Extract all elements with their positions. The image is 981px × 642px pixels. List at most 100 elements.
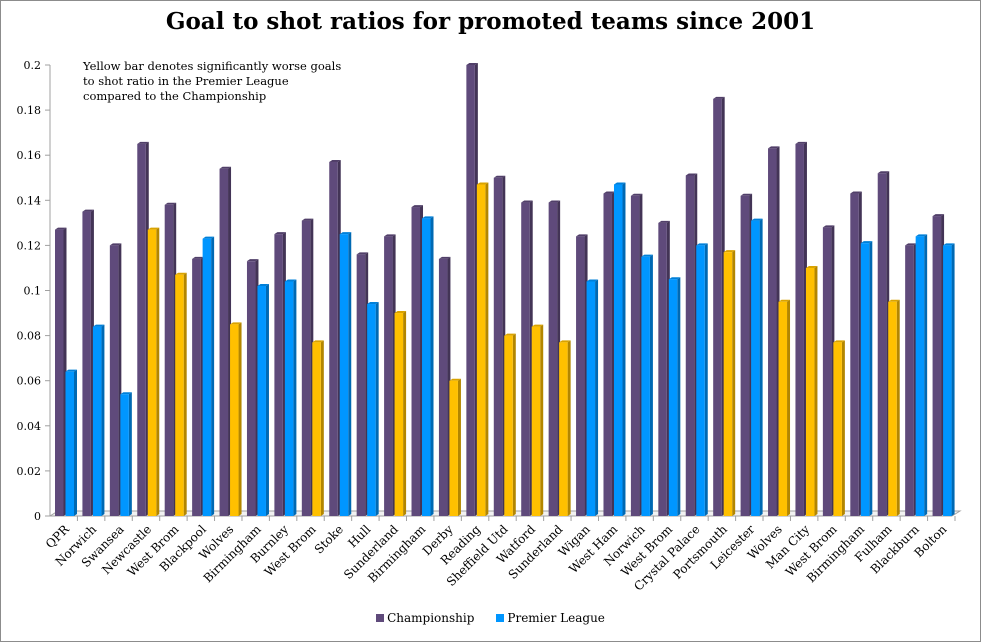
- x-tick-label: Stoke: [312, 522, 346, 556]
- bar-premier-league-worse-side: [183, 272, 187, 516]
- bar-championship-top: [109, 243, 122, 246]
- bar-premier-league: [641, 256, 650, 516]
- bar-championship: [356, 254, 366, 517]
- bar-premier-league-side: [265, 283, 269, 516]
- bar-championship: [932, 216, 942, 516]
- bar-premier-league-worse-top: [531, 324, 544, 327]
- bar-premier-league-worse-top: [805, 265, 818, 268]
- y-tick-label: 0.14: [17, 194, 42, 207]
- bar-championship-top: [438, 256, 451, 259]
- bar-premier-league-top: [915, 234, 928, 237]
- bar-premier-league: [284, 281, 294, 516]
- bar-premier-league-worse: [778, 301, 788, 516]
- bar-championship-top: [329, 159, 341, 162]
- legend-label-premier-league: Premier League: [507, 611, 605, 625]
- bar-championship-top: [877, 171, 890, 174]
- bar-premier-league-top: [92, 324, 105, 327]
- bar-premier-league-worse-top: [175, 272, 187, 275]
- bar-premier-league-top: [339, 232, 352, 235]
- bar-premier-league: [860, 243, 870, 516]
- bar-championship: [384, 236, 393, 516]
- bar-premier-league-worse: [312, 342, 321, 516]
- bar-championship: [164, 204, 174, 516]
- bar-championship: [521, 202, 530, 516]
- bar-championship-top: [466, 63, 478, 65]
- bar-premier-league-worse: [833, 342, 842, 516]
- bar-premier-league-side: [211, 236, 215, 516]
- bar-premier-league-top: [257, 283, 269, 286]
- bar-championship: [850, 193, 859, 516]
- bar-championship: [877, 173, 887, 517]
- bar-championship: [109, 245, 119, 516]
- bar-premier-league-worse-top: [230, 322, 242, 325]
- bar-premier-league-worse: [476, 184, 486, 516]
- bar-championship-top: [192, 256, 204, 259]
- bar-championship: [192, 258, 201, 516]
- bar-championship-top: [55, 227, 67, 230]
- bar-premier-league: [943, 245, 952, 516]
- bar-premier-league-worse: [449, 380, 458, 516]
- bar-premier-league: [65, 371, 74, 516]
- bar-premier-league-worse-top: [833, 340, 845, 343]
- bar-championship: [658, 222, 667, 516]
- y-tick-label: 0: [34, 510, 41, 523]
- bar-championship: [685, 175, 695, 516]
- bar-championship: [301, 220, 311, 516]
- bar-championship-top: [384, 234, 396, 237]
- bar-championship-top: [521, 200, 533, 203]
- bar-championship-top: [685, 173, 698, 176]
- bar-championship: [795, 143, 804, 517]
- bar-championship: [630, 195, 640, 517]
- legend-label-championship: Championship: [387, 611, 475, 625]
- bar-premier-league-side: [677, 277, 681, 516]
- bar-premier-league-side: [74, 369, 77, 516]
- bar-premier-league: [257, 285, 266, 516]
- bar-premier-league-worse-side: [841, 340, 845, 516]
- bar-premier-league: [202, 238, 212, 516]
- bar-premier-league-worse-top: [476, 182, 489, 185]
- bar-premier-league-worse-top: [504, 333, 516, 336]
- chart-title: Goal to shot ratios for promoted teams s…: [165, 8, 816, 35]
- bar-championship-top: [630, 193, 643, 196]
- bar-premier-league-side: [649, 254, 653, 517]
- bar-championship: [493, 177, 503, 516]
- bar-championship: [576, 236, 585, 516]
- bar-premier-league-worse: [147, 229, 157, 517]
- bar-premier-league-worse: [175, 274, 184, 516]
- bar-premier-league-worse-side: [540, 324, 544, 516]
- bar-championship: [82, 211, 91, 516]
- bar-championship-top: [905, 243, 917, 246]
- bar-premier-league-worse-side: [238, 322, 242, 516]
- legend-item-championship: Championship: [376, 611, 474, 625]
- bar-premier-league-worse: [559, 342, 568, 516]
- bar-premier-league-worse-top: [723, 250, 736, 253]
- bar-championship-top: [493, 175, 506, 178]
- bar-championship-top: [576, 234, 588, 237]
- bar-premier-league-top: [641, 254, 653, 257]
- bar-championship: [713, 98, 722, 516]
- bar-premier-league-worse-side: [787, 299, 791, 516]
- bar-championship-top: [164, 202, 177, 205]
- bar-premier-league: [696, 245, 705, 516]
- bar-premier-league-worse-top: [394, 311, 407, 314]
- bar-championship-top: [411, 205, 424, 208]
- bar-premier-league-worse-side: [403, 311, 407, 516]
- bar-premier-league-worse-side: [485, 182, 489, 516]
- bar-premier-league-worse-side: [814, 265, 818, 516]
- bar-premier-league: [422, 218, 431, 516]
- bar-championship-top: [850, 191, 862, 194]
- bar-championship-top: [713, 96, 725, 99]
- y-tick-label: 0.2: [24, 59, 42, 72]
- bar-premier-league-worse: [394, 313, 404, 516]
- bar-premier-league-worse-side: [512, 333, 516, 516]
- bar-premier-league-side: [128, 392, 132, 516]
- bar-premier-league-worse-side: [567, 340, 571, 516]
- bar-premier-league-side: [951, 243, 955, 516]
- bar-championship-top: [795, 141, 807, 144]
- bar-premier-league-worse: [723, 252, 733, 517]
- bar-premier-league-worse-side: [896, 299, 900, 516]
- bar-premier-league: [92, 326, 102, 516]
- legend: Championship Premier League: [0, 611, 981, 625]
- bar-premier-league-worse-top: [888, 299, 900, 302]
- bar-championship: [55, 229, 64, 517]
